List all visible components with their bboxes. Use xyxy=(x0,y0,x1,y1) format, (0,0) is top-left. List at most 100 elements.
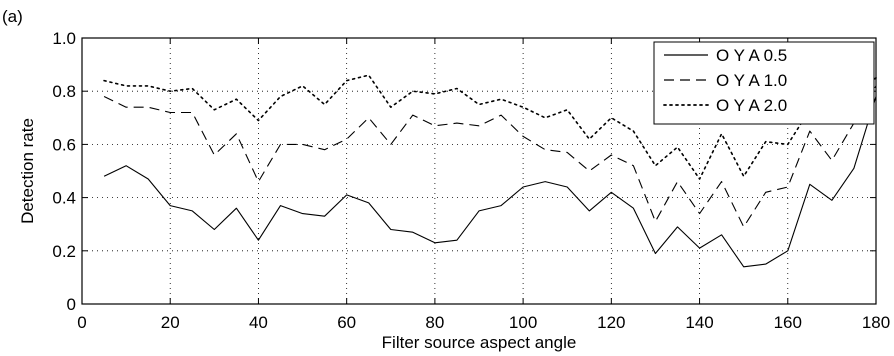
data-point xyxy=(743,226,744,227)
x-tick-label: 0 xyxy=(77,313,86,332)
legend-label-3: O Y A 2.0 xyxy=(716,96,787,115)
data-point xyxy=(280,205,281,206)
data-point xyxy=(545,117,546,118)
data-point xyxy=(611,154,612,155)
data-point xyxy=(346,194,347,195)
data-point xyxy=(633,165,634,166)
data-point xyxy=(126,165,127,166)
data-point xyxy=(236,133,237,134)
data-point xyxy=(148,85,149,86)
data-point xyxy=(853,168,854,169)
data-point xyxy=(765,141,766,142)
data-point xyxy=(368,202,369,203)
data-point xyxy=(258,240,259,241)
data-point xyxy=(677,181,678,182)
data-point xyxy=(721,181,722,182)
legend: O Y A 0.5 O Y A 1.0 O Y A 2.0 xyxy=(653,41,875,125)
y-tick-label: 1.0 xyxy=(52,29,76,48)
y-tick-label: 0 xyxy=(67,295,76,314)
x-tick-label: 160 xyxy=(774,313,802,332)
data-point xyxy=(324,104,325,105)
data-point xyxy=(302,144,303,145)
series-lines xyxy=(103,74,877,268)
data-point xyxy=(170,205,171,206)
data-point xyxy=(523,186,524,187)
data-point xyxy=(567,109,568,110)
data-point xyxy=(567,152,568,153)
data-point xyxy=(280,96,281,97)
x-tick-label: 20 xyxy=(161,313,180,332)
data-point xyxy=(103,176,104,177)
data-point xyxy=(523,136,524,137)
x-axis-label: Filter source aspect angle xyxy=(382,333,577,352)
data-point xyxy=(390,144,391,145)
data-point xyxy=(655,221,656,222)
data-point xyxy=(743,266,744,267)
data-point xyxy=(214,154,215,155)
series-line-3 xyxy=(103,74,877,180)
data-point xyxy=(809,131,810,132)
data-point xyxy=(677,226,678,227)
data-point xyxy=(655,253,656,254)
y-tick-label: 0.4 xyxy=(52,189,76,208)
data-point xyxy=(589,170,590,171)
data-point xyxy=(787,144,788,145)
data-point xyxy=(368,117,369,118)
data-point xyxy=(346,80,347,81)
data-point xyxy=(831,160,832,161)
data-point xyxy=(633,131,634,132)
data-point xyxy=(611,117,612,118)
data-point xyxy=(589,138,590,139)
data-point xyxy=(809,184,810,185)
data-point xyxy=(148,107,149,108)
legend-label-1: O Y A 0.5 xyxy=(716,46,787,65)
data-point xyxy=(478,210,479,211)
data-point xyxy=(236,208,237,209)
x-tick-label: 100 xyxy=(509,313,537,332)
data-point xyxy=(258,120,259,121)
data-point xyxy=(743,176,744,177)
data-point xyxy=(456,123,457,124)
data-point xyxy=(611,192,612,193)
data-point xyxy=(192,210,193,211)
x-tick-label: 120 xyxy=(597,313,625,332)
data-point xyxy=(500,115,501,116)
data-point xyxy=(567,186,568,187)
data-point xyxy=(103,96,104,97)
data-point xyxy=(677,146,678,147)
data-point xyxy=(324,149,325,150)
x-tick-label: 60 xyxy=(337,313,356,332)
data-point xyxy=(765,192,766,193)
legend-label-2: O Y A 1.0 xyxy=(716,71,787,90)
x-tick-label: 140 xyxy=(685,313,713,332)
y-tick-label: 0.6 xyxy=(52,135,76,154)
data-point xyxy=(412,115,413,116)
data-point xyxy=(258,181,259,182)
data-point xyxy=(545,181,546,182)
data-point xyxy=(523,107,524,108)
data-point xyxy=(236,99,237,100)
data-point xyxy=(633,208,634,209)
data-point xyxy=(412,232,413,233)
data-point xyxy=(126,85,127,86)
data-point xyxy=(434,242,435,243)
data-point xyxy=(545,149,546,150)
data-point xyxy=(456,88,457,89)
data-point xyxy=(368,75,369,76)
data-point xyxy=(655,165,656,166)
x-tick-label: 80 xyxy=(425,313,444,332)
data-point xyxy=(412,91,413,92)
data-point xyxy=(280,144,281,145)
data-point xyxy=(831,200,832,201)
data-point xyxy=(103,80,104,81)
data-point xyxy=(699,248,700,249)
axis-ticks: 0 20 40 60 80 100 120 140 160 180 0 0.2 0.4 0.6 0.8 1.0 xyxy=(52,29,890,332)
x-tick-label: 180 xyxy=(862,313,890,332)
y-tick-label: 0.8 xyxy=(52,82,76,101)
data-point xyxy=(721,133,722,134)
data-point xyxy=(192,88,193,89)
data-point xyxy=(170,112,171,113)
data-point xyxy=(434,93,435,94)
data-point xyxy=(721,234,722,235)
data-point xyxy=(126,107,127,108)
